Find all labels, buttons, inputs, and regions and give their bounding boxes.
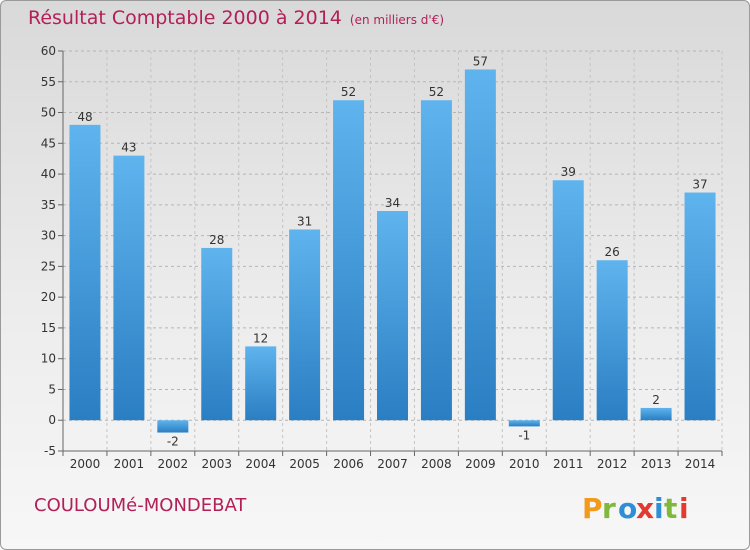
data-label-2006: 52 [341,85,356,99]
x-tick-label: 2003 [201,457,232,471]
svg-text:r: r [602,492,616,525]
bar-2005 [289,229,321,421]
svg-text:x: x [636,492,654,525]
x-tick-label: 2008 [421,457,452,471]
x-tick-label: 2010 [509,457,540,471]
bar-2004 [245,346,277,421]
x-tick-label: 2004 [245,457,276,471]
bar-2000 [69,124,101,421]
bar-2007 [377,211,408,421]
chart-title-block: Résultat Comptable 2000 à 2014 (en millie… [28,7,444,29]
x-tick-label: 2006 [333,457,364,471]
x-tick-label: 2002 [158,457,189,471]
bar-2012 [596,260,628,421]
y-tick-label: 40 [41,167,56,181]
y-tick-label: -5 [44,444,56,458]
bar-2002 [157,420,189,433]
y-tick-label: 15 [41,321,56,335]
svg-text:i: i [679,492,689,525]
axes: -5 0 5 10 15 20 25 30 35 40 45 50 55 60 2000 2001 2002 20… [41,44,723,471]
data-label-2011: 39 [561,165,576,179]
chart-subtitle: (en milliers d'€) [349,13,445,27]
x-tick-label: 2012 [597,457,628,471]
y-tick-label: 45 [41,136,56,150]
svg-text:P: P [582,492,603,525]
bar-2009 [464,69,496,421]
proxiti-logo: P r o x i t i [582,492,689,525]
x-tick-label: 2001 [114,457,145,471]
data-label-2012: 26 [605,245,620,259]
y-tick-label: 25 [41,259,56,273]
y-tick-label: 60 [41,44,56,58]
x-tick-label: 2000 [70,457,101,471]
bar-2011 [552,180,584,421]
data-label-2001: 43 [121,141,136,155]
grid-lines [62,50,723,452]
bar-2013 [640,407,672,421]
data-label-2008: 52 [429,85,444,99]
y-tick-label: 55 [41,75,56,89]
data-label-2009: 57 [473,54,488,68]
y-tick-label: 30 [41,229,56,243]
data-label-2010: -1 [518,428,530,442]
svg-text:o: o [618,492,637,525]
bar-2003 [201,247,233,421]
y-tick-label: 0 [48,413,56,427]
bar-2014 [684,192,716,421]
data-label-2002: -2 [167,435,179,449]
x-tick-label: 2009 [465,457,496,471]
data-label-2003: 28 [209,233,224,247]
y-tick-label: 35 [41,198,56,212]
x-tick-label: 2011 [553,457,584,471]
x-tick-label: 2014 [685,457,716,471]
x-tick-label: 2007 [377,457,408,471]
x-tick-label: 2013 [641,457,672,471]
bar-2010 [508,420,540,427]
bar-2006 [333,100,365,421]
bars [69,69,716,433]
data-label-2000: 48 [77,110,92,124]
svg-text:t: t [664,492,677,525]
x-tick-label: 2005 [289,457,320,471]
chart-title: Résultat Comptable 2000 à 2014 [28,7,342,29]
y-tick-label: 20 [41,290,56,304]
data-label-2005: 31 [297,214,312,228]
y-tick-label: 10 [41,352,56,366]
bar-2001 [113,155,145,421]
commune-name: COULOUMé-MONDEBAT [34,495,247,516]
data-label-2007: 34 [385,196,400,210]
value-labels: 48 43 -2 28 12 31 52 34 52 57 -1 39 26 2 37 [77,54,707,448]
data-label-2014: 37 [692,178,707,192]
y-tick-label: 5 [48,382,56,396]
data-label-2004: 12 [253,331,268,345]
data-label-2013: 2 [652,393,660,407]
svg-text:i: i [654,492,664,525]
y-tick-label: 50 [41,106,56,120]
bar-2008 [420,100,452,421]
